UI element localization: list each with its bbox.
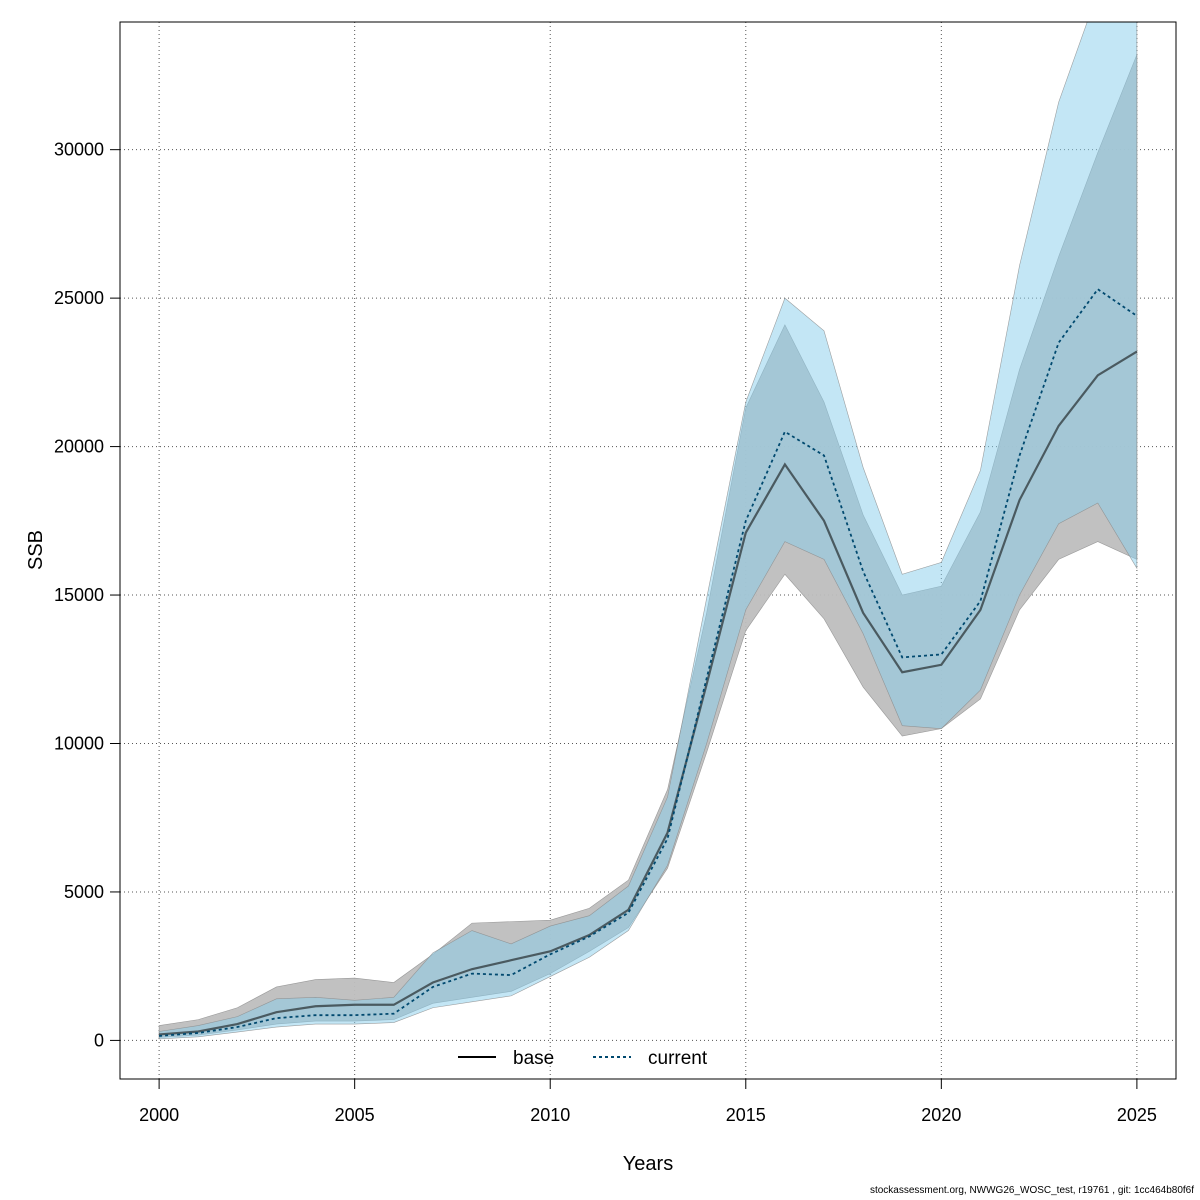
confidence-bands xyxy=(158,22,1138,1040)
y-tick-label-5000: 5000 xyxy=(64,882,104,902)
x-tick-label-2025: 2025 xyxy=(1117,1105,1157,1125)
x-tick-label-2015: 2015 xyxy=(726,1105,766,1125)
legend-label-current: current xyxy=(648,1048,708,1069)
line-base xyxy=(159,350,1138,1036)
y-tick-label-25000: 25000 xyxy=(54,288,104,308)
x-axis: 2000 2005 2010 2015 2020 2025 xyxy=(139,1078,1157,1125)
y-tick-label-20000: 20000 xyxy=(54,437,104,457)
y-tick-label-15000: 15000 xyxy=(54,585,104,605)
y-axis: 0 5000 10000 15000 20000 25000 30000 xyxy=(54,140,121,1050)
x-tick-label-2020: 2020 xyxy=(921,1105,961,1125)
x-tick-label-2000: 2000 xyxy=(139,1105,179,1125)
x-axis-title: Years xyxy=(623,1153,673,1175)
line-current xyxy=(159,287,1138,1037)
y-axis-title: SSB xyxy=(25,530,47,570)
series-lines xyxy=(159,287,1138,1037)
y-tick-label-10000: 10000 xyxy=(54,733,104,753)
y-tick-label-30000: 30000 xyxy=(54,140,104,160)
x-tick-label-2005: 2005 xyxy=(335,1105,375,1125)
legend: base current xyxy=(458,1048,708,1069)
band-current xyxy=(158,22,1138,1040)
legend-label-base: base xyxy=(513,1048,554,1069)
footer-credit: stockassessment.org, NWWG26_WOSC_test, r… xyxy=(869,1185,1194,1196)
y-tick-label-0: 0 xyxy=(94,1030,104,1050)
x-tick-label-2010: 2010 xyxy=(530,1105,570,1125)
